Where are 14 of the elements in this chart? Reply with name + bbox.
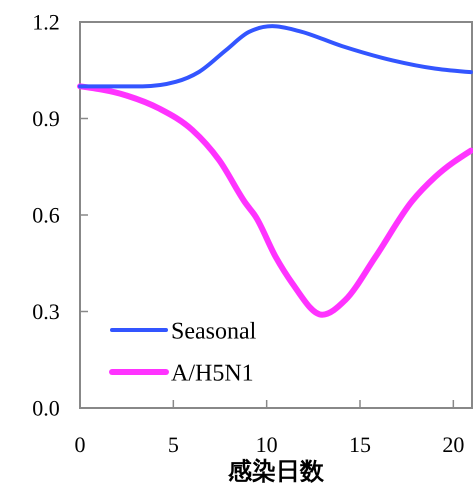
x-axis-title: 感染日数 <box>227 457 325 485</box>
y-tick-label: 0.0 <box>32 396 60 421</box>
y-tick-label: 0.9 <box>32 106 60 132</box>
legend-label: A/H5N1 <box>171 360 254 386</box>
x-tick-label: 10 <box>256 432 278 457</box>
legend-label: Seasonal <box>171 318 257 344</box>
x-tick-label: 5 <box>168 432 179 457</box>
line-series <box>78 24 473 88</box>
y-tick-label: 0.6 <box>32 202 60 228</box>
x-tick-label: 15 <box>349 432 371 457</box>
x-tick-label: 20 <box>442 432 464 457</box>
y-tick-label: 1.2 <box>32 10 60 35</box>
y-tick-label: 0.3 <box>32 299 60 324</box>
x-tick-label: 0 <box>74 432 86 457</box>
